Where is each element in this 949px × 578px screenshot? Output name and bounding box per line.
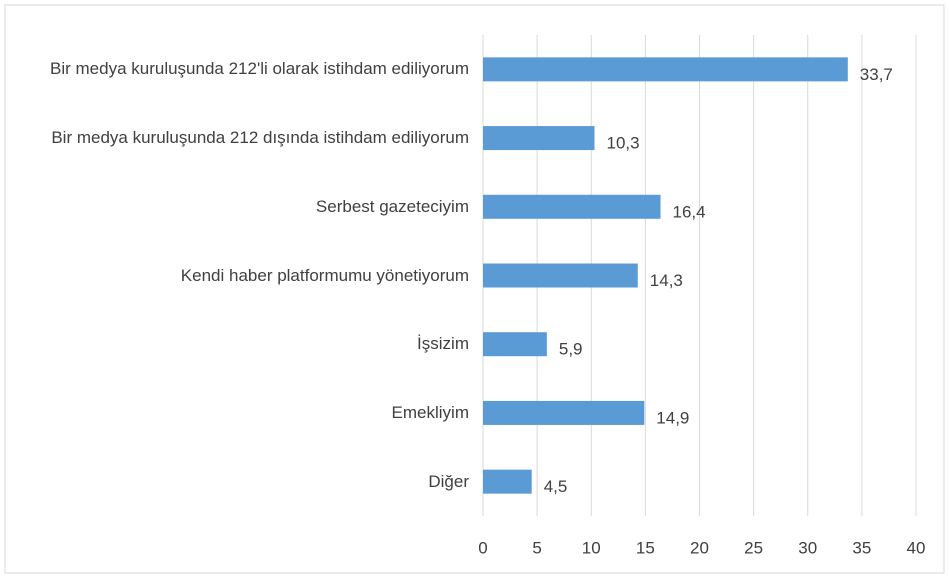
data-label: 16,4 <box>673 202 706 221</box>
x-tick-label: 40 <box>907 538 926 557</box>
chart-border <box>4 4 945 574</box>
bar <box>483 57 848 82</box>
y-tick-label: Bir medya kuruluşunda 212'li olarak isti… <box>50 59 469 79</box>
y-tick-label: Kendi haber platformumu yönetiyorum <box>180 265 469 285</box>
bar <box>483 469 532 494</box>
x-tick-label: 10 <box>582 538 601 557</box>
bar <box>483 332 547 357</box>
bar <box>483 400 645 425</box>
data-label: 14,3 <box>650 271 683 290</box>
x-tick-label: 20 <box>690 538 709 557</box>
x-tick-label: 5 <box>532 538 541 557</box>
x-tick-label: 25 <box>744 538 763 557</box>
data-label: 14,9 <box>656 408 689 427</box>
y-tick-label: Serbest gazeteciyim <box>315 196 469 216</box>
bar <box>483 263 638 288</box>
y-tick-label: İşsizim <box>417 334 469 354</box>
bar <box>483 126 595 151</box>
x-tick-label: 0 <box>478 538 487 557</box>
x-tick-label: 35 <box>852 538 871 557</box>
y-tick-label: Bir medya kuruluşunda 212 dışında istihd… <box>51 128 469 148</box>
data-label: 33,7 <box>860 65 893 84</box>
y-tick-label: Emekliyim <box>391 402 469 422</box>
x-tick-label: 15 <box>636 538 655 557</box>
x-tick-label: 30 <box>798 538 817 557</box>
bar <box>483 194 661 219</box>
data-label: 5,9 <box>559 340 583 359</box>
y-tick-label: Diğer <box>428 471 469 491</box>
data-label: 4,5 <box>544 477 568 496</box>
data-label: 10,3 <box>606 134 639 153</box>
